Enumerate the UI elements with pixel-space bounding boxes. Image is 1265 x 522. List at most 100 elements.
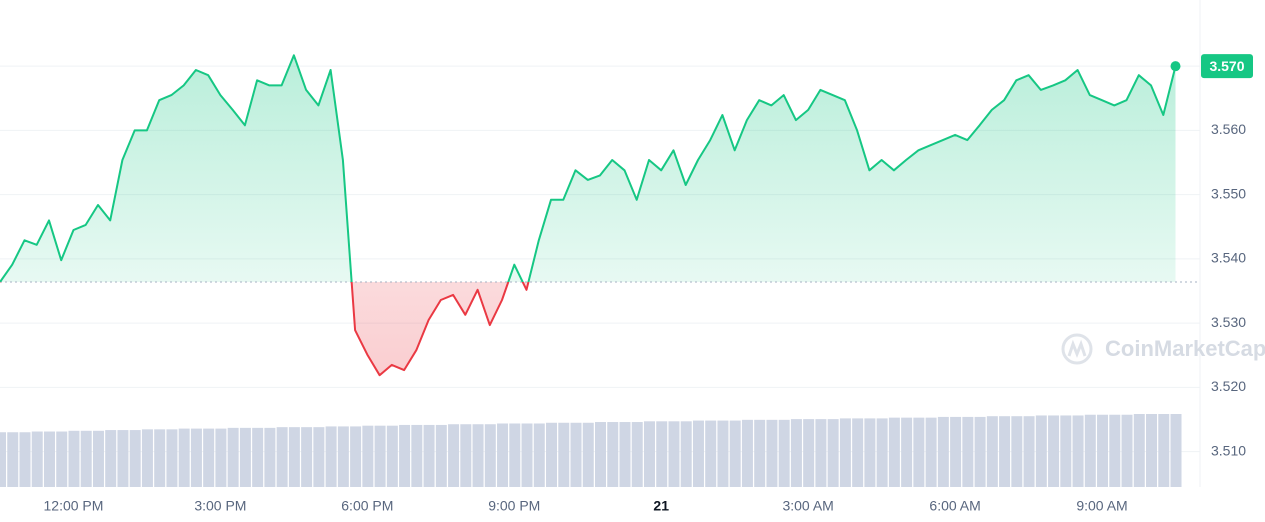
volume-bar [337,426,349,487]
volume-bar [1048,415,1060,487]
volume-bar [154,429,166,487]
volume-bar [1011,416,1023,487]
volume-bar [950,416,962,487]
volume-bar [901,417,913,487]
volume-bar [423,424,435,487]
volume-bar [1133,414,1145,487]
last-point [1170,61,1181,72]
price-tag: 3.570 [1209,58,1244,74]
price-tag-box [1201,54,1253,79]
volume-bar [227,427,239,487]
y-tick-label: 3.540 [1211,250,1246,266]
volume-bar [533,423,545,487]
volume-bar [190,428,202,487]
volume-bar [411,424,423,487]
volume-bar [301,427,313,487]
volume-bar [705,420,717,487]
volume-bar [680,421,692,487]
y-tick-label: 3.560 [1211,121,1246,137]
volume-bar [1023,416,1035,487]
volume-bar [0,432,6,487]
volume-bar [43,431,55,487]
volume-bar [1121,414,1133,487]
watermark: CoinMarketCap [1105,336,1265,361]
volume-bar [166,429,178,487]
volume-bar [399,424,411,487]
volume-bar [386,425,398,487]
y-tick-label: 3.520 [1211,378,1246,394]
y-tick-label: 3.510 [1211,442,1246,458]
volume-bar [1170,414,1182,487]
volume-bar [276,427,288,487]
volume-bar [68,430,80,487]
volume-bar [448,424,460,487]
volume-bar [582,422,594,487]
volume-bar [509,423,521,487]
volume-bar [754,419,766,487]
volume-bar [619,422,631,487]
volume-bar [203,428,215,487]
volume-bar [129,430,141,487]
x-tick-label: 9:00 AM [1076,498,1127,514]
volume-bar [999,416,1011,487]
volume-bar [986,416,998,487]
volume-bar [643,421,655,487]
volume-bar [252,427,264,487]
volume-bar [472,424,484,487]
volume-bar [631,422,643,487]
volume-bar [1146,414,1158,487]
volume-bar [1097,414,1109,487]
x-tick-label: 12:00 PM [44,498,104,514]
y-tick-label: 3.530 [1211,314,1246,330]
volume-bar [1060,415,1072,487]
volume-bar [117,430,129,487]
volume-bar [803,419,815,487]
x-tick-label: 6:00 AM [929,498,980,514]
volume-bar [178,428,190,487]
volume-bar [937,416,949,487]
volume-bar [864,418,876,487]
volume-bar [7,432,19,487]
volume-bar [668,421,680,487]
volume-bar [1109,414,1121,487]
volume-bar [595,422,606,487]
volume-bar [546,422,558,487]
volume-bar [656,421,668,487]
volume-bar [325,426,337,487]
volume-bar [239,427,251,487]
volume-bar [827,419,839,487]
volume-bar [888,417,900,487]
volume-bar [974,416,986,487]
volume-bar [815,419,827,487]
y-tick-label: 3.550 [1211,185,1246,201]
volume-bar [1035,415,1047,487]
volume-bar [766,419,778,487]
volume-bar [607,422,619,487]
volume-bar [570,422,582,487]
volume-bar [92,430,104,487]
volume-bar [56,431,68,487]
area-up [0,55,1176,283]
volume-bar [31,431,43,487]
x-tick-label: 9:00 PM [488,498,540,514]
volume-bar [264,427,276,487]
volume-bar [741,419,753,487]
volume-bar [925,417,937,487]
volume-bar [778,419,790,487]
x-tick-label: 6:00 PM [341,498,393,514]
volume-bar [692,420,704,487]
volume-bar [852,418,864,487]
volume-bar [350,426,362,487]
price-line [0,54,1177,377]
volume-bar [790,419,802,487]
volume-bar [1084,414,1096,487]
volume-bar [313,427,325,487]
x-tick-label: 21 [653,498,669,514]
volume-bar [435,424,447,487]
volume-bar [558,422,570,487]
volume-bar [362,425,374,487]
volume-bar [729,420,741,487]
volume-bar [484,424,496,487]
volume-bar [19,432,31,487]
